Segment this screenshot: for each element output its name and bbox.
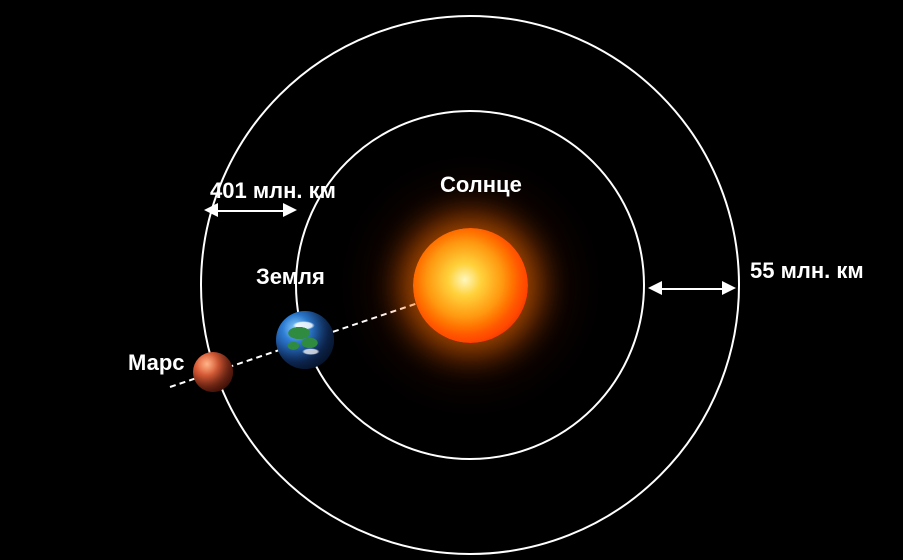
- near-arrow-line: [662, 288, 722, 290]
- far-arrow-right-icon: [283, 203, 297, 217]
- far-distance-label: 401 млн. км: [210, 178, 336, 204]
- diagram-stage: Солнце Земля Марс 401 млн. км 55 млн. км: [0, 0, 903, 560]
- far-arrow-line: [218, 210, 283, 212]
- far-arrow-left-icon: [204, 203, 218, 217]
- sun-icon: [413, 228, 528, 343]
- near-arrow-left-icon: [648, 281, 662, 295]
- near-distance-label: 55 млн. км: [750, 258, 864, 284]
- earth-icon: [276, 311, 334, 369]
- earth-label: Земля: [256, 264, 325, 290]
- mars-label: Марс: [128, 350, 185, 376]
- near-arrow-right-icon: [722, 281, 736, 295]
- mars-icon: [193, 352, 233, 392]
- sun-label: Солнце: [440, 172, 522, 198]
